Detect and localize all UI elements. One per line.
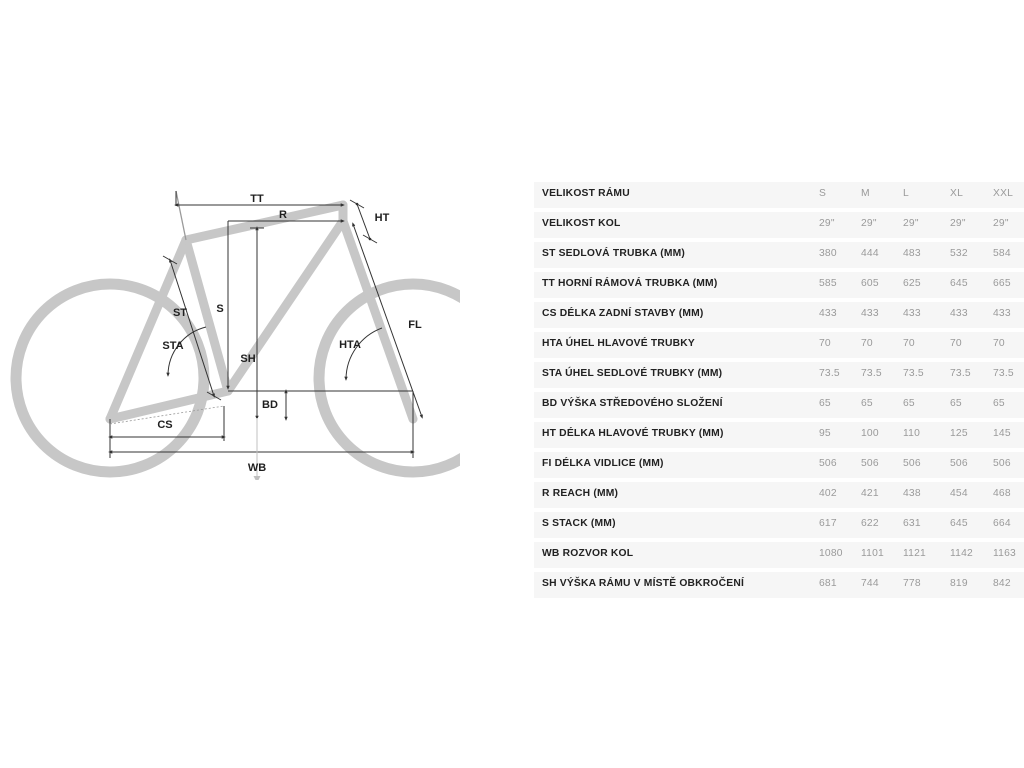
svg-text:FL: FL xyxy=(408,319,422,331)
svg-text:HT: HT xyxy=(375,212,390,224)
svg-text:STA: STA xyxy=(162,340,183,352)
svg-text:HTA: HTA xyxy=(339,339,361,351)
svg-text:ST: ST xyxy=(173,307,187,319)
svg-text:CS: CS xyxy=(157,419,172,431)
svg-text:SH: SH xyxy=(240,353,255,365)
svg-text:R: R xyxy=(279,209,287,221)
svg-text:BD: BD xyxy=(262,399,278,411)
svg-text:S: S xyxy=(216,303,223,315)
svg-text:WB: WB xyxy=(248,462,266,474)
svg-text:TT: TT xyxy=(250,193,264,205)
